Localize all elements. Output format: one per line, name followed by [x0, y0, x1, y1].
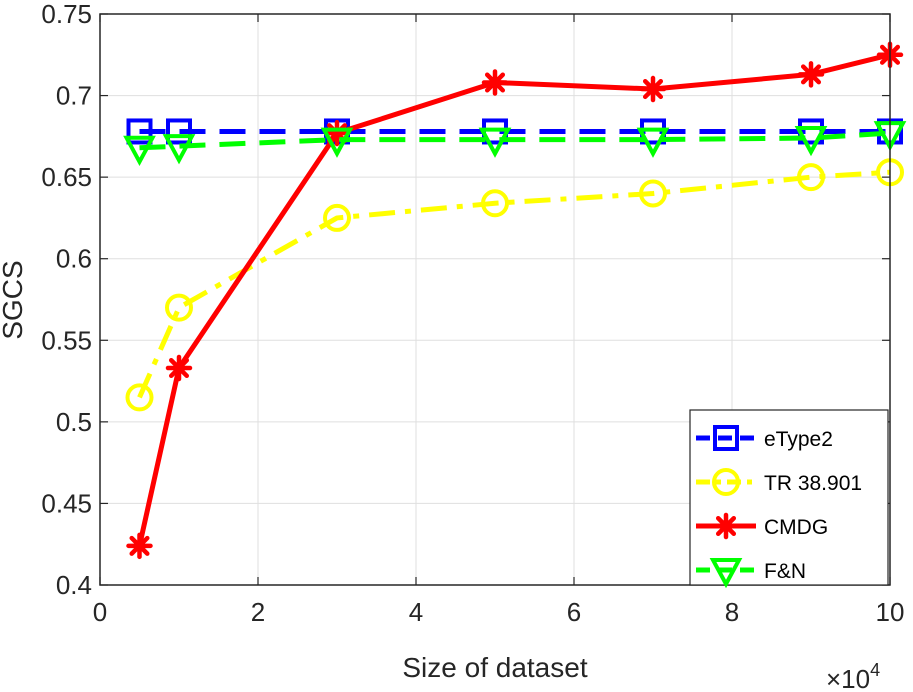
data-point — [320, 127, 354, 158]
data-point — [125, 383, 154, 412]
data-point-core — [806, 69, 816, 80]
x-tick-label: 0 — [93, 597, 107, 627]
legend-entry: F&N — [696, 558, 806, 589]
legend-label: CMDG — [764, 516, 828, 539]
x-tick-label: 2 — [251, 597, 265, 627]
series-tr-38-901 — [125, 158, 904, 412]
x-tick-label: 10 — [876, 597, 905, 627]
data-point — [481, 189, 509, 218]
data-point — [636, 127, 670, 158]
data-point-core — [174, 363, 184, 374]
legend-entry: TR 38.901 — [696, 468, 862, 496]
legend-entry: CMDG — [696, 512, 828, 540]
y-tick-label: 0.75 — [41, 0, 92, 29]
y-tick-label: 0.5 — [56, 407, 92, 437]
data-point — [123, 135, 156, 166]
x-tick-label: 8 — [725, 597, 739, 627]
data-point — [478, 127, 512, 158]
x-tick-label: 4 — [409, 597, 423, 627]
legend-marker-core — [721, 521, 731, 531]
x-tick-label: 6 — [567, 597, 581, 627]
x-exponent-power: 4 — [870, 660, 880, 680]
data-point — [126, 118, 153, 145]
y-axis-label: SGCS — [0, 260, 28, 339]
plot-frame — [99, 13, 891, 586]
data-point — [166, 118, 192, 145]
legend-marker — [712, 468, 740, 496]
x-axis-label: Size of dataset — [402, 652, 587, 683]
series-line — [137, 169, 891, 399]
legend-label: F&N — [764, 560, 806, 583]
legend-items: eType2 TR 38.901 CMDG F&N — [696, 425, 862, 589]
legend-marker — [713, 425, 739, 451]
y-tick-label: 0.45 — [41, 488, 92, 518]
legend: eType2 TR 38.901 CMDG F&N — [689, 409, 889, 589]
legend-label: TR 38.901 — [764, 472, 862, 495]
data-point-core — [134, 540, 145, 551]
y-tick-label: 0.55 — [41, 325, 92, 355]
data-point — [639, 179, 667, 208]
y-tick-label: 0.65 — [41, 162, 92, 192]
x-exponent-base: ×10 — [826, 664, 870, 692]
y-tick-label: 0.4 — [56, 570, 92, 600]
series-cmdg — [126, 41, 904, 560]
x-exponent-label: ×104 — [826, 660, 880, 692]
data-point — [162, 134, 196, 165]
data-point-core — [648, 84, 658, 95]
y-tick-label: 0.6 — [56, 244, 92, 274]
legend-label: eType2 — [764, 428, 833, 451]
data-point-core — [490, 77, 500, 88]
data-point — [794, 125, 828, 157]
data-point — [797, 163, 825, 192]
y-tick-label: 0.7 — [56, 81, 92, 111]
data-point — [165, 293, 193, 322]
tick-group: 0 2 4 6 8 10 0.4 0.45 0.5 0.55 0.6 0.65 0.7 0.75 — [41, 0, 904, 627]
legend-marker — [709, 558, 743, 589]
legend-entry: eType2 — [696, 425, 833, 451]
data-point — [323, 203, 351, 232]
